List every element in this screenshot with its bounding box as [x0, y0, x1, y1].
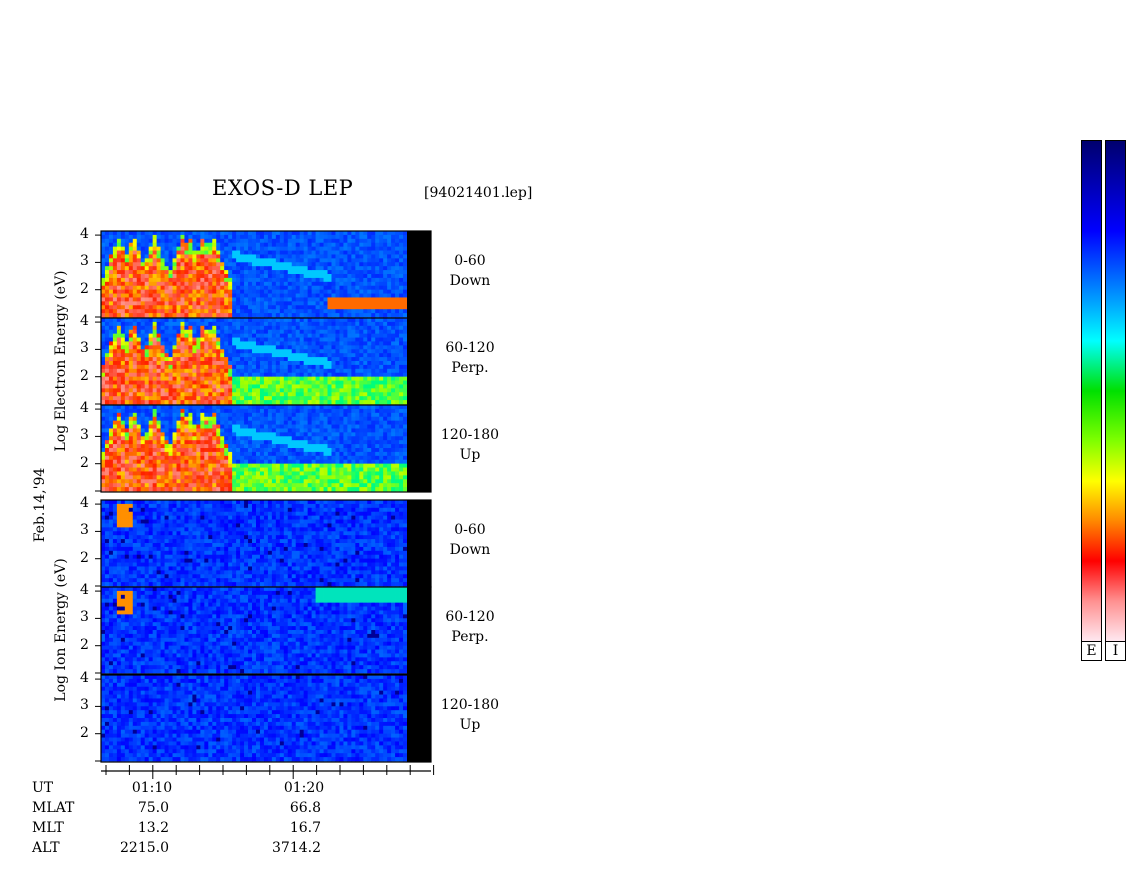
orbit-row-label: UT	[32, 780, 54, 796]
orbit-row-label: MLT	[32, 820, 64, 836]
no-data-strip	[407, 675, 431, 762]
y-tick-label: 3	[80, 697, 89, 714]
colorbar-label: I	[1105, 641, 1126, 661]
direction-label: Perp.	[451, 629, 489, 645]
y-tick-label: 3	[80, 253, 89, 270]
panel-frame	[100, 674, 432, 763]
panel-frame	[100, 586, 432, 675]
colorbar	[1105, 140, 1126, 642]
pitch-angle-label: 120-180	[440, 697, 500, 713]
y-tick-label: 2	[80, 280, 89, 297]
orbit-row-label: ALT	[32, 840, 60, 856]
file-name: [94021401.lep]	[424, 185, 533, 201]
no-data-strip	[407, 231, 431, 318]
orbit-value: 3714.2	[272, 840, 321, 856]
orbit-value: 2215.0	[120, 840, 169, 856]
no-data-strip	[407, 587, 431, 674]
y-tick-label: 4	[80, 670, 89, 687]
orbit-value: 75.0	[137, 800, 169, 816]
no-data-strip	[407, 318, 431, 405]
direction-label: Up	[459, 717, 481, 733]
no-data-strip	[407, 405, 431, 492]
no-data-strip	[407, 500, 431, 587]
colorbar-label: E	[1081, 641, 1102, 661]
spectrogram-panel-1	[100, 230, 432, 319]
y-tick-label: 4	[80, 400, 89, 417]
spectrogram-panel-6	[100, 674, 432, 763]
y-tick-label: 3	[80, 609, 89, 626]
y-tick-label: 3	[80, 522, 89, 539]
pitch-angle-label: 120-180	[440, 427, 500, 443]
y-tick-label: 4	[80, 495, 89, 512]
y-tick-label: 2	[80, 454, 89, 471]
y-tick-label: 2	[80, 549, 89, 566]
panel-frame	[100, 404, 432, 493]
spectrogram-panel-5	[100, 586, 432, 675]
orbit-value: 01:10	[131, 780, 173, 796]
y-tick-label: 4	[80, 582, 89, 599]
y-tick-label: 4	[80, 226, 89, 243]
ion-axis-label: Log Ion Energy (eV)	[53, 558, 69, 702]
orbit-value: 66.8	[289, 800, 321, 816]
y-tick-label: 3	[80, 340, 89, 357]
orbit-value: 16.7	[289, 820, 321, 836]
pitch-angle-label: 0-60	[454, 253, 486, 269]
direction-label: Down	[449, 542, 491, 558]
orbit-value: 01:20	[283, 780, 325, 796]
chart-title: EXOS-D LEP	[212, 176, 354, 200]
spectrogram-panel-3	[100, 404, 432, 493]
pitch-angle-label: 60-120	[445, 340, 495, 356]
y-tick-label: 3	[80, 427, 89, 444]
spectrogram-panel-4	[100, 499, 432, 588]
direction-label: Up	[459, 447, 481, 463]
orbit-row-label: MLAT	[32, 800, 75, 816]
electron-axis-label: Log Electron Energy (eV)	[53, 270, 69, 452]
direction-label: Perp.	[451, 360, 489, 376]
pitch-angle-label: 0-60	[454, 522, 486, 538]
direction-label: Down	[449, 273, 491, 289]
orbit-value: 13.2	[137, 820, 169, 836]
colorbar	[1081, 140, 1102, 642]
pitch-angle-label: 60-120	[445, 609, 495, 625]
y-tick-label: 2	[80, 367, 89, 384]
y-tick-label: 2	[80, 724, 89, 741]
y-tick-label: 2	[80, 636, 89, 653]
date-label: Feb.14,'94	[32, 467, 48, 543]
y-tick-label: 4	[80, 313, 89, 330]
spectrogram-panel-2	[100, 317, 432, 406]
